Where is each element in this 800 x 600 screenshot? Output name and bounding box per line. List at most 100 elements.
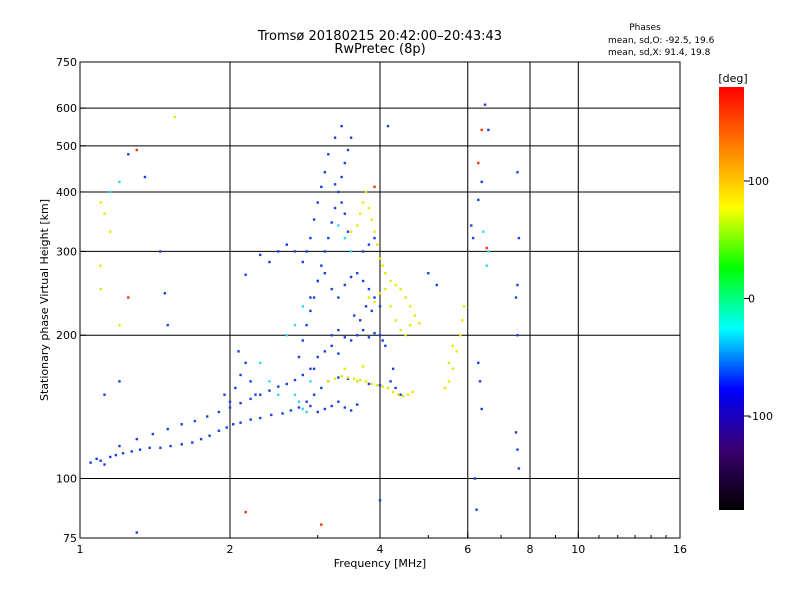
scatter-point (285, 334, 288, 337)
chart-subtitle: RwPretec (8p) (334, 42, 425, 57)
scatter-point (277, 385, 280, 388)
scatter-point (228, 406, 232, 409)
scatter-point (485, 264, 488, 267)
scatter-point (358, 319, 362, 322)
scatter-point (413, 314, 417, 317)
scatter-point (293, 250, 297, 253)
scatter-point (378, 499, 382, 502)
scatter-point (309, 404, 312, 408)
scatter-point (118, 444, 121, 448)
scatter-point (316, 410, 319, 414)
scatter-point (483, 103, 487, 106)
scatter-point (471, 236, 475, 240)
scatter-point (349, 230, 353, 233)
scatter-point (381, 339, 384, 342)
scatter-point (349, 250, 353, 253)
scatter-point (477, 198, 480, 202)
scatter-point (320, 264, 323, 267)
scatter-point (516, 334, 519, 337)
scatter-point (259, 361, 262, 365)
scatter-point (293, 323, 297, 327)
scatter-point (343, 212, 347, 215)
scatter-point (217, 410, 221, 414)
scatter-point (447, 361, 451, 365)
scatter-point (244, 273, 247, 276)
scatter-point (461, 319, 464, 322)
scatter-point (384, 272, 387, 275)
scatter-point (163, 292, 167, 295)
scatter-point (370, 382, 373, 386)
scatter-point (135, 148, 138, 152)
scatter-point (480, 407, 483, 411)
scatter-point (475, 508, 478, 511)
scatter-point (378, 384, 382, 387)
scatter-point (337, 328, 340, 332)
scatter-point (277, 250, 280, 253)
scatter-point (330, 334, 333, 337)
scatter-point (337, 400, 340, 403)
scatter-point (305, 410, 308, 414)
x-tick-label: 1 (77, 543, 84, 556)
scatter-point (180, 443, 183, 446)
scatter-point (337, 190, 340, 194)
scatter-point (477, 161, 480, 165)
scatter-point (406, 393, 410, 396)
scatter-point (337, 352, 340, 355)
scatter-point (217, 429, 221, 432)
scatter-point (364, 380, 368, 383)
x-axis-title: Frequency [MHz] (334, 557, 426, 570)
scatter-point (259, 416, 262, 420)
scatter-point (361, 250, 365, 253)
scatter-point (378, 334, 382, 337)
scatter-point (409, 305, 412, 308)
scatter-point (244, 361, 247, 365)
scatter-point (389, 380, 392, 383)
scatter-point (166, 427, 169, 431)
x-tick-label: 4 (377, 543, 384, 556)
scatter-point (355, 224, 359, 227)
scatter-point (340, 175, 343, 179)
y-axis-title: Stationary phase Virtual Height [km] (38, 199, 51, 401)
scatter-point (305, 400, 308, 403)
scatter-point (352, 377, 356, 380)
scatter-point (225, 426, 228, 429)
scatter-point (367, 287, 371, 291)
scatter-point (478, 380, 482, 383)
scatter-point (130, 450, 133, 453)
chart-title: Tromsø 20180215 20:42:00–20:43:43 (257, 29, 502, 44)
y-tick-label: 400 (56, 186, 77, 199)
y-axis-ticks: 75 100 200 300 400 500 600 750 (56, 56, 86, 545)
phase-mean-x: mean, sd,X: 91.4, 19.8 (608, 48, 711, 58)
scatter-point (270, 413, 273, 417)
scatter-point (109, 190, 112, 194)
scatter-point (330, 287, 333, 291)
scatter-point (343, 336, 347, 339)
scatter-point (451, 344, 455, 348)
scatter-point (254, 393, 257, 396)
scatter-point (346, 377, 350, 380)
scatter-point (223, 393, 226, 396)
scatter-point (381, 264, 384, 267)
scatter-point (470, 224, 473, 227)
scatter-point (143, 175, 147, 179)
colorbar (719, 87, 744, 510)
scatter-point (309, 380, 312, 383)
scatter-point (316, 201, 319, 204)
scatter-point (118, 323, 121, 327)
scatter-point (337, 224, 340, 227)
scatter-point (396, 393, 400, 396)
scatter-point (517, 236, 521, 240)
scatter-point (301, 407, 305, 411)
y-tick-label: 200 (56, 329, 77, 342)
scatter-point (394, 319, 397, 322)
scatter-point (358, 212, 362, 215)
y-tick-label: 100 (56, 473, 77, 486)
scatter-point (346, 230, 350, 233)
colorbar-tick-label: -100 (748, 410, 773, 423)
scatter-point (297, 400, 301, 403)
scatter-point (355, 272, 359, 275)
scatter-point (355, 403, 359, 406)
scatter-point (293, 378, 297, 382)
scatter-point (367, 206, 371, 210)
scatter-point (355, 334, 359, 337)
